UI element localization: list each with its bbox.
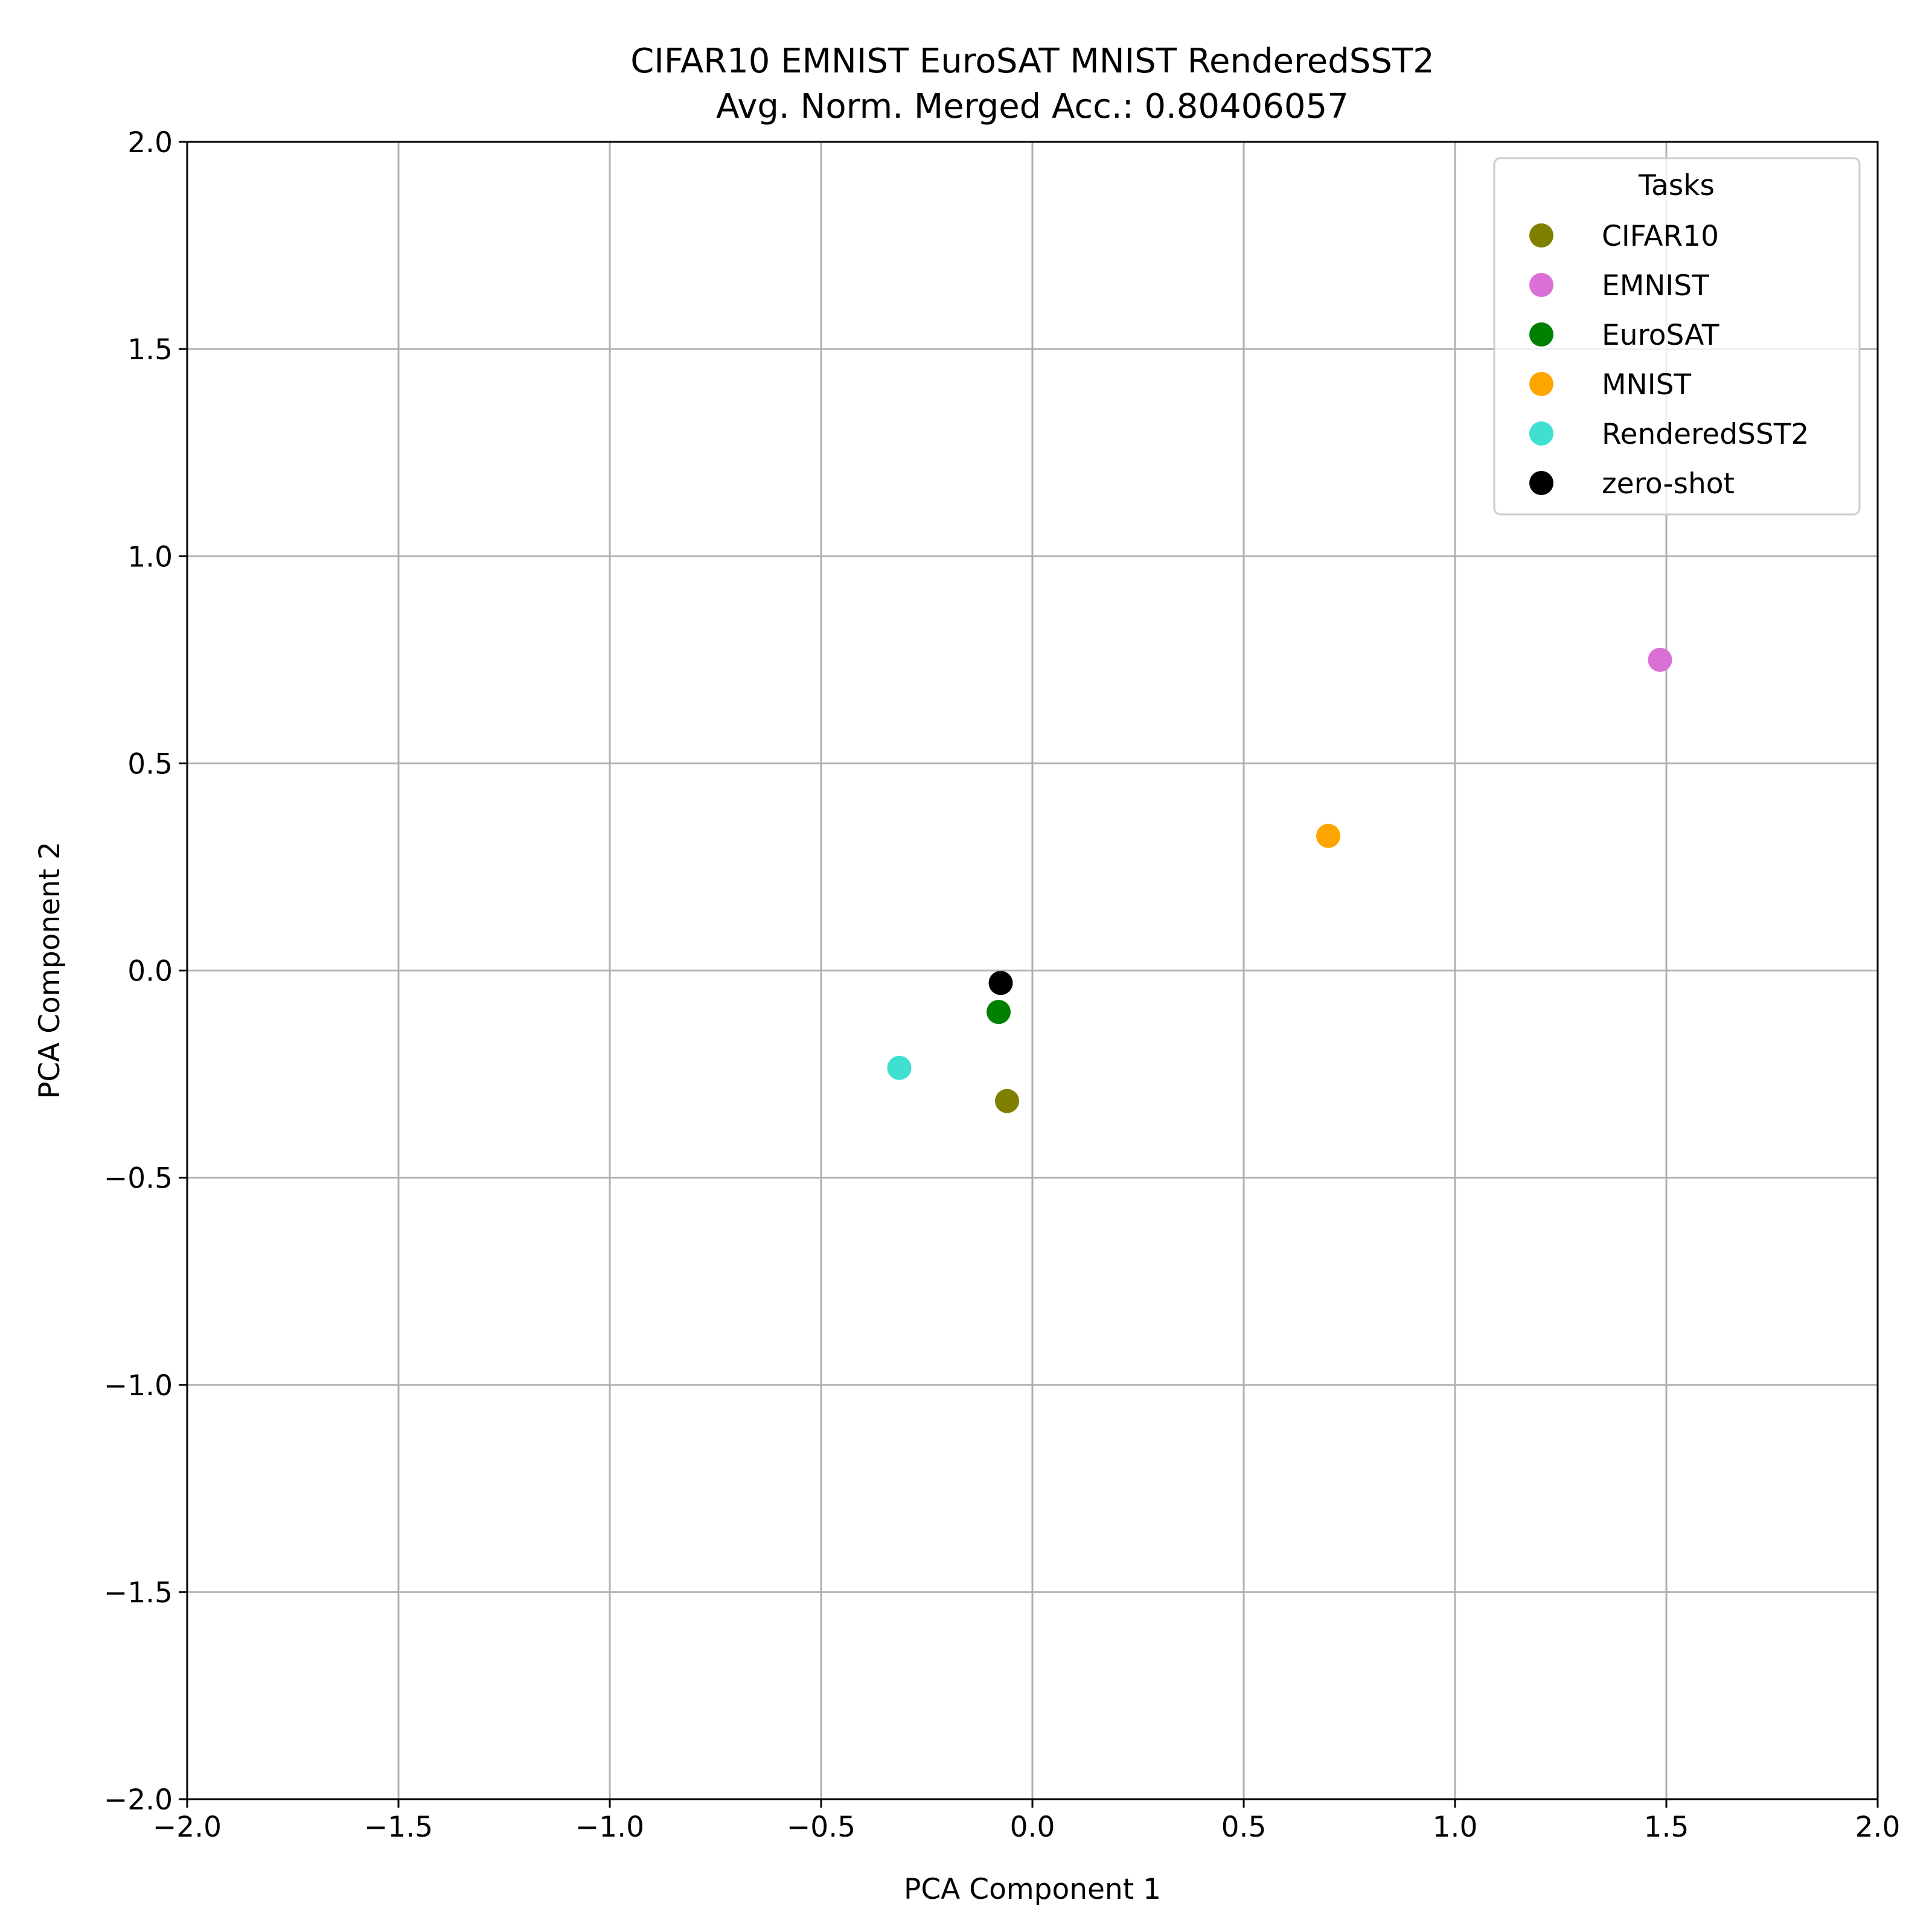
data-point (1648, 647, 1672, 672)
x-tick-label: 0.5 (1221, 1811, 1267, 1844)
x-tick-label: 0.0 (1010, 1811, 1055, 1844)
y-tick-label: −1.0 (104, 1369, 173, 1403)
data-point (995, 1089, 1019, 1113)
x-tick-label: 2.0 (1855, 1811, 1901, 1844)
y-tick-label: 2.0 (127, 126, 173, 159)
y-tick-label: −0.5 (104, 1162, 173, 1195)
x-tick-label: −2.0 (153, 1811, 222, 1844)
legend-label: CIFAR10 (1602, 220, 1719, 253)
legend-marker (1529, 223, 1553, 248)
y-tick-label: −1.5 (104, 1576, 173, 1610)
x-tick-label: 1.5 (1644, 1811, 1689, 1844)
legend-label: MNIST (1602, 368, 1691, 401)
y-tick-label: 1.0 (127, 540, 173, 574)
data-points (887, 647, 1672, 1113)
legend-label: EuroSAT (1602, 319, 1719, 352)
data-point (887, 1055, 912, 1080)
axis-ticks: −2.0 −1.5 −1.0 −0.5 0.0 0.5 1.0 1.5 2.0 −2.0 −1.5 −… (104, 126, 1901, 1844)
legend-marker (1529, 372, 1553, 396)
x-tick-label: 1.0 (1433, 1811, 1478, 1844)
legend-label: RenderedSST2 (1602, 418, 1809, 451)
data-point (987, 1000, 1011, 1025)
x-tick-label: −1.0 (575, 1811, 644, 1844)
chart-title: CIFAR10 EMNIST EuroSAT MNIST RenderedSST… (630, 42, 1434, 81)
y-tick-label: −2.0 (104, 1783, 173, 1817)
x-tick-label: −0.5 (787, 1811, 856, 1844)
legend-label: EMNIST (1602, 269, 1709, 302)
legend-marker (1529, 471, 1553, 495)
legend-marker (1529, 322, 1553, 347)
plot-frame (186, 141, 1879, 1800)
legend-label: zero-shot (1602, 467, 1735, 501)
y-tick-label: 0.0 (127, 955, 173, 988)
legend-marker (1529, 273, 1553, 297)
y-tick-label: 1.5 (127, 333, 173, 366)
chart-subtitle: Avg. Norm. Merged Acc.: 0.80406057 (716, 87, 1349, 126)
y-tick-label: 0.5 (127, 747, 173, 781)
data-point (988, 971, 1013, 996)
legend-box (1493, 157, 1861, 516)
legend: Tasks CIFAR10 EMNIST EuroSAT MNIST RenderedS… (1493, 157, 1861, 516)
data-point (1316, 824, 1340, 848)
x-axis-label: PCA Component 1 (904, 1873, 1161, 1906)
legend-entries: CIFAR10 EMNIST EuroSAT MNIST RenderedSST2 zer… (1529, 220, 1809, 501)
legend-marker (1529, 421, 1553, 446)
legend-title: Tasks (1638, 169, 1715, 202)
x-tick-label: −1.5 (364, 1811, 433, 1844)
y-axis-label: PCA Component 2 (33, 842, 66, 1099)
